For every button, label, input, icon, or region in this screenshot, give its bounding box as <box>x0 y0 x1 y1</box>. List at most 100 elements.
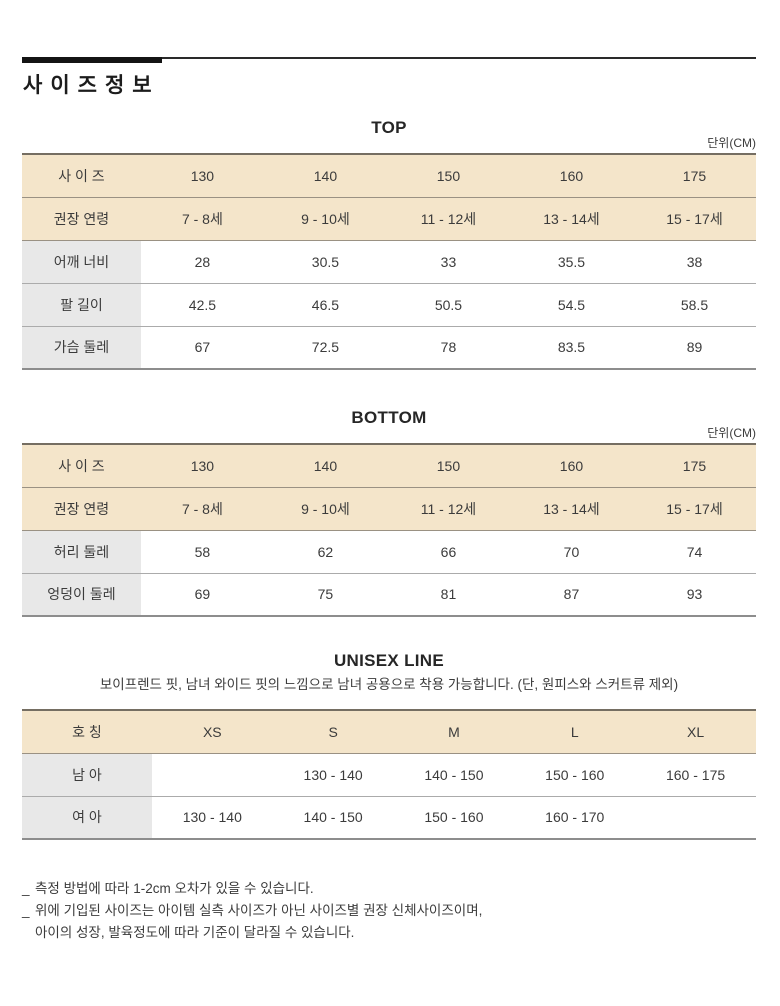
size-info-page: 사이즈정보 TOP 단위(CM) 사 이 즈 130 140 150 160 1… <box>0 57 780 944</box>
unit-label: 단위(CM) <box>707 426 756 440</box>
value-cell: 54.5 <box>509 283 633 327</box>
value-cell: 78 <box>440 339 457 356</box>
value-cell: 7 - 8세 <box>140 487 264 531</box>
table-row: 사 이 즈 130 140 150 160 175 <box>22 444 756 488</box>
row-label-cell: 가슴 둘레 <box>22 326 141 369</box>
value-cell: 11 - 12세 <box>386 197 510 241</box>
table-row: 호 칭 XS S M L XL <box>22 710 756 754</box>
value-cell: 160 <box>509 444 633 488</box>
bottom-table-title: BOTTOM <box>351 408 427 427</box>
row-label-cell: 권장 연령 <box>22 197 141 241</box>
value-cell: 175 <box>632 444 756 488</box>
table-row: 남 아 130 - 140 140 - 150 150 - 160 160 - … <box>22 753 756 797</box>
value-cell: S <box>272 710 394 754</box>
value-cell: 69 <box>194 586 211 603</box>
value-cell: 35.5 <box>509 240 633 284</box>
unisex-section: UNISEX LINE 보이프렌드 핏, 남녀 와이드 핏의 느낌으로 남녀 공… <box>22 651 756 840</box>
unisex-table-title: UNISEX LINE <box>333 651 445 670</box>
row-label-cell: 권장 연령 <box>22 487 141 531</box>
note-line: _ 측정 방법에 따라 1-2cm 오차가 있을 수 있습니다. <box>22 878 756 900</box>
note-bullet: _ <box>22 903 30 918</box>
note-bullet: _ <box>22 881 30 896</box>
value-cell: 50.5 <box>386 283 510 327</box>
table-row: 권장 연령 7 - 8세 9 - 10세 11 - 12세 13 - 14세 1… <box>22 487 756 531</box>
value-cell: 9 - 10세 <box>263 197 387 241</box>
note-bullet <box>22 922 35 944</box>
row-label-cell: 어깨 너비 <box>22 240 141 284</box>
value-cell: 150 - 160 <box>514 753 636 797</box>
row-label-cell: 여 아 <box>22 796 152 839</box>
note-line: _ 위에 기입된 사이즈는 아이템 실측 사이즈가 아닌 사이즈별 권장 신체사… <box>22 900 756 922</box>
table-row: 허리 둘레 58 62 66 70 74 <box>22 530 756 574</box>
value-cell: 81 <box>440 586 457 603</box>
value-cell: 89 <box>686 339 703 356</box>
value-cell: 160 <box>509 154 633 198</box>
value-cell: 83.5 <box>557 339 586 356</box>
value-cell: 150 <box>386 444 510 488</box>
value-cell: 140 <box>263 154 387 198</box>
value-cell: 140 <box>263 444 387 488</box>
value-cell: 150 <box>386 154 510 198</box>
value-cell <box>151 753 273 797</box>
value-cell: 160 - 170 <box>545 809 605 826</box>
value-cell: 58.5 <box>632 283 756 327</box>
note-line: 아이의 성장, 발육정도에 따라 기준이 달라질 수 있습니다. <box>22 922 756 944</box>
row-label-cell: 팔 길이 <box>22 283 141 327</box>
unisex-subtitle: 보이프렌드 핏, 남녀 와이드 핏의 느낌으로 남녀 공용으로 착용 가능합니다… <box>99 677 679 692</box>
row-label-cell: 남 아 <box>22 753 152 797</box>
value-cell: 140 - 150 <box>303 809 363 826</box>
size-notes: _ 측정 방법에 따라 1-2cm 오차가 있을 수 있습니다. _ 위에 기입… <box>22 878 756 944</box>
title-rule-accent <box>22 57 162 63</box>
value-cell: 160 - 175 <box>635 753 756 797</box>
note-text: 아이의 성장, 발육정도에 따라 기준이 달라질 수 있습니다. <box>35 925 355 940</box>
table-row: 가슴 둘레 67 72.5 78 83.5 89 <box>22 326 756 369</box>
page-title: 사이즈정보 <box>23 74 160 97</box>
value-cell: 7 - 8세 <box>140 197 264 241</box>
value-cell: 28 <box>140 240 264 284</box>
value-cell: L <box>514 710 636 754</box>
value-cell: 33 <box>386 240 510 284</box>
value-cell: 130 - 140 <box>182 809 242 826</box>
value-cell <box>635 796 756 839</box>
table-row: 사 이 즈 130 140 150 160 175 <box>22 154 756 198</box>
value-cell: 140 - 150 <box>393 753 515 797</box>
row-label-cell: 엉덩이 둘레 <box>22 573 141 616</box>
value-cell: 175 <box>632 154 756 198</box>
value-cell: 13 - 14세 <box>509 197 633 241</box>
top-section: TOP 단위(CM) 사 이 즈 130 140 150 160 175 권장 … <box>22 118 756 370</box>
value-cell: 150 - 160 <box>424 809 484 826</box>
value-cell: 38 <box>632 240 756 284</box>
note-text: 측정 방법에 따라 1-2cm 오차가 있을 수 있습니다. <box>35 881 314 896</box>
value-cell: 15 - 17세 <box>632 197 756 241</box>
bottom-size-table: 사 이 즈 130 140 150 160 175 권장 연령 7 - 8세 9… <box>22 443 756 617</box>
value-cell: 67 <box>194 339 211 356</box>
value-cell: 74 <box>632 530 756 574</box>
unisex-size-table: 호 칭 XS S M L XL 남 아 130 - 140 140 - 150 … <box>22 709 756 840</box>
value-cell: 93 <box>686 586 703 603</box>
value-cell: 46.5 <box>263 283 387 327</box>
value-cell: M <box>393 710 515 754</box>
value-cell: 30.5 <box>263 240 387 284</box>
value-cell: 42.5 <box>140 283 264 327</box>
value-cell: 11 - 12세 <box>386 487 510 531</box>
unit-label: 단위(CM) <box>707 136 756 150</box>
row-label-cell: 호 칭 <box>22 710 152 754</box>
value-cell: 72.5 <box>311 339 340 356</box>
value-cell: 66 <box>386 530 510 574</box>
value-cell: XL <box>635 710 756 754</box>
top-size-table: 사 이 즈 130 140 150 160 175 권장 연령 7 - 8세 9… <box>22 153 756 370</box>
note-text: 위에 기입된 사이즈는 아이템 실측 사이즈가 아닌 사이즈별 권장 신체사이즈… <box>35 903 483 918</box>
row-label-cell: 사 이 즈 <box>22 444 141 488</box>
value-cell: 130 <box>140 444 264 488</box>
table-row: 엉덩이 둘레 69 75 81 87 93 <box>22 573 756 616</box>
value-cell: 58 <box>140 530 264 574</box>
table-row: 권장 연령 7 - 8세 9 - 10세 11 - 12세 13 - 14세 1… <box>22 197 756 241</box>
value-cell: 75 <box>317 586 334 603</box>
value-cell: 87 <box>563 586 580 603</box>
table-row: 어깨 너비 28 30.5 33 35.5 38 <box>22 240 756 284</box>
top-table-title: TOP <box>371 118 407 137</box>
table-row: 여 아 130 - 140 140 - 150 150 - 160 160 - … <box>22 796 756 839</box>
title-rule <box>22 57 756 63</box>
row-label-cell: 허리 둘레 <box>22 530 141 574</box>
table-row: 팔 길이 42.5 46.5 50.5 54.5 58.5 <box>22 283 756 327</box>
